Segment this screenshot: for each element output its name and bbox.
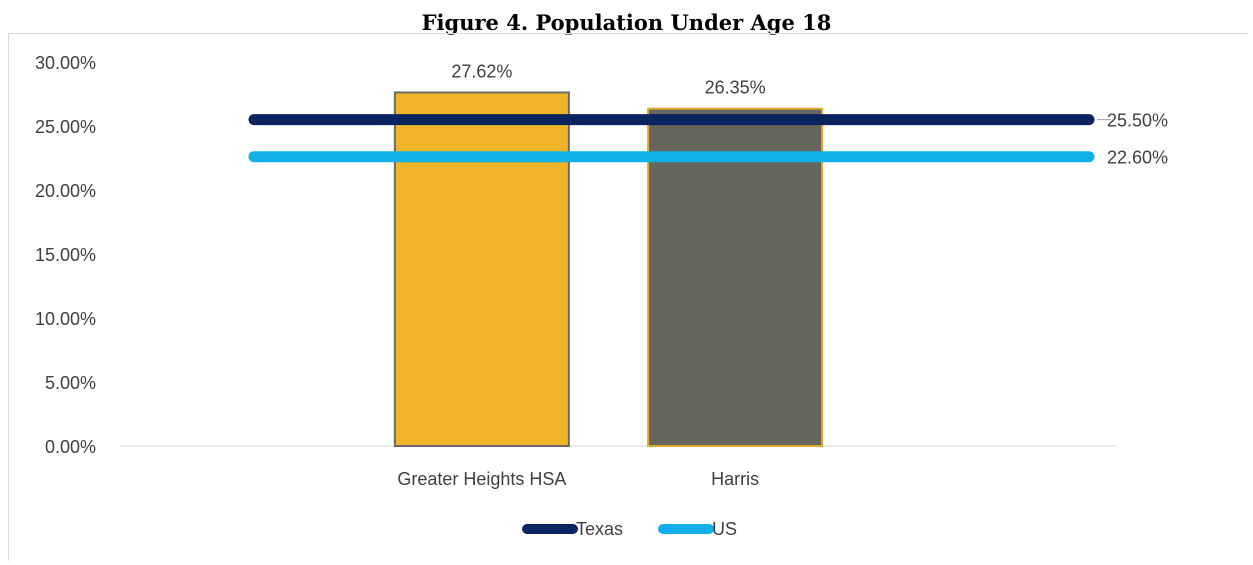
bar: [393, 91, 570, 448]
x-tick-label: Greater Heights HSA: [397, 469, 566, 489]
bar-data-labels: 27.62% 26.35%: [451, 61, 765, 97]
bars: [393, 91, 824, 448]
y-axis-tick-labels: 0.00% 5.00% 10.00% 15.00% 20.00% 25.00% 30.00%: [35, 53, 96, 457]
reference-lines: 25.50% 22.60%: [248, 111, 1168, 168]
y-tick-label: 25.00%: [35, 117, 96, 137]
chart-title: Figure 4. Population Under Age 18: [421, 10, 832, 35]
y-tick-label: 5.00%: [45, 373, 96, 393]
legend: Texas US: [522, 519, 737, 539]
reference-line-label: 22.60%: [1107, 148, 1168, 168]
x-tick-label: Harris: [711, 469, 759, 489]
bar: [647, 107, 824, 447]
y-tick-label: 20.00%: [35, 181, 96, 201]
bar-data-label: 27.62%: [451, 61, 512, 81]
legend-entry: US: [712, 519, 737, 539]
y-tick-label: 30.00%: [35, 53, 96, 73]
bar-data-label: 26.35%: [705, 78, 766, 98]
y-tick-label: 0.00%: [45, 437, 96, 457]
chart-frame: [8, 33, 1248, 561]
y-tick-label: 10.00%: [35, 309, 96, 329]
y-tick-label: 15.00%: [35, 245, 96, 265]
x-axis-tick-labels: Greater Heights HSA Harris: [397, 469, 759, 489]
legend-entry: Texas: [576, 519, 623, 539]
reference-line-label: 25.50%: [1107, 111, 1168, 131]
